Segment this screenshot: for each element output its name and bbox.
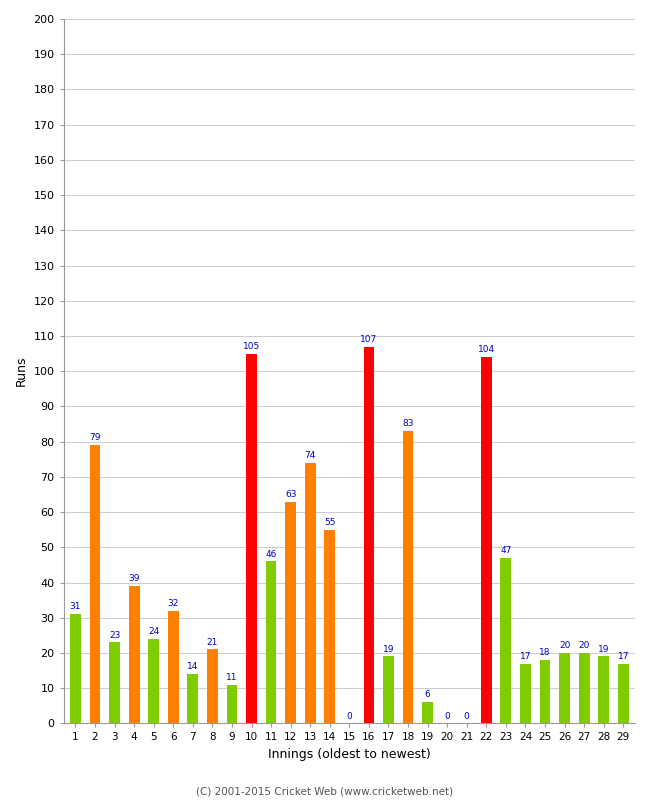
Bar — [187, 674, 198, 723]
Text: 6: 6 — [424, 690, 430, 699]
Text: (C) 2001-2015 Cricket Web (www.cricketweb.net): (C) 2001-2015 Cricket Web (www.cricketwe… — [196, 786, 454, 796]
Text: 31: 31 — [70, 602, 81, 611]
X-axis label: Innings (oldest to newest): Innings (oldest to newest) — [268, 748, 431, 761]
Text: 17: 17 — [520, 652, 531, 661]
Bar — [168, 610, 179, 723]
Bar — [90, 445, 100, 723]
Text: 20: 20 — [578, 641, 590, 650]
Bar — [578, 653, 590, 723]
Text: 74: 74 — [305, 451, 316, 460]
Text: 18: 18 — [540, 648, 551, 658]
Text: 63: 63 — [285, 490, 296, 498]
Text: 21: 21 — [207, 638, 218, 646]
Text: 24: 24 — [148, 627, 159, 636]
Bar — [70, 614, 81, 723]
Text: 0: 0 — [464, 711, 469, 721]
Bar — [481, 357, 491, 723]
Text: 20: 20 — [559, 641, 570, 650]
Bar — [520, 663, 531, 723]
Bar — [305, 462, 316, 723]
Text: 32: 32 — [168, 599, 179, 608]
Text: 14: 14 — [187, 662, 198, 671]
Bar — [402, 431, 413, 723]
Text: 83: 83 — [402, 419, 414, 428]
Text: 104: 104 — [478, 346, 495, 354]
Text: 55: 55 — [324, 518, 335, 527]
Text: 19: 19 — [383, 645, 395, 654]
Bar — [500, 558, 512, 723]
Bar — [246, 354, 257, 723]
Bar — [540, 660, 551, 723]
Text: 105: 105 — [243, 342, 260, 350]
Bar — [207, 650, 218, 723]
Bar — [227, 685, 237, 723]
Y-axis label: Runs: Runs — [15, 356, 28, 386]
Text: 107: 107 — [360, 334, 378, 344]
Bar — [383, 657, 394, 723]
Bar — [129, 586, 140, 723]
Text: 0: 0 — [445, 711, 450, 721]
Text: 0: 0 — [346, 711, 352, 721]
Bar — [618, 663, 629, 723]
Text: 17: 17 — [618, 652, 629, 661]
Text: 47: 47 — [500, 546, 512, 555]
Bar — [285, 502, 296, 723]
Bar — [363, 346, 374, 723]
Text: 23: 23 — [109, 630, 120, 639]
Bar — [266, 562, 276, 723]
Bar — [559, 653, 570, 723]
Text: 46: 46 — [265, 550, 277, 558]
Bar — [109, 642, 120, 723]
Bar — [148, 639, 159, 723]
Text: 11: 11 — [226, 673, 238, 682]
Text: 19: 19 — [598, 645, 610, 654]
Text: 39: 39 — [129, 574, 140, 583]
Bar — [598, 657, 609, 723]
Text: 79: 79 — [89, 434, 101, 442]
Bar — [422, 702, 433, 723]
Bar — [324, 530, 335, 723]
